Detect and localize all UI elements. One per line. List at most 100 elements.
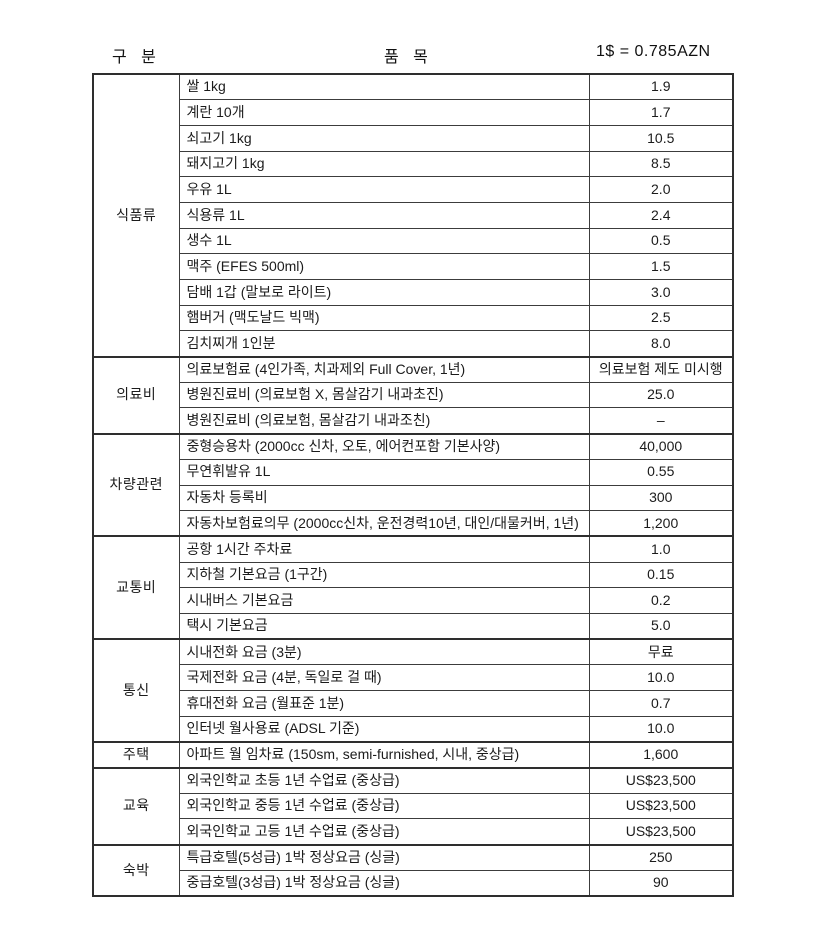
table-row: 외국인학교 중등 1년 수업료 (중상급) US$23,500 [93,792,734,820]
table-row: 계란 10개 1.7 [93,99,734,126]
table-row: 교통비 공항 1시간 주차료 1.0 [92,535,734,640]
table-row: 식품류 쌀 1kg 1.9 [92,73,734,358]
item-cell: 돼지고기 1kg [178,150,590,178]
column-header-item: 품 목 [384,49,433,66]
item-cell: 의료보험료 (4인가족, 치과제외 Full Cover, 1년) [178,355,590,383]
item-cell: 외국인학교 중등 1년 수업료 (중상급) [178,792,590,820]
item-cell: 외국인학교 고등 1년 수업료 (중상급) [178,818,590,846]
table-row: 인터넷 월사용료 (ADSL 기준) 10.0 [93,715,734,743]
category-cell: 숙박 [92,843,180,897]
price-cell: US$23,500 [588,818,734,846]
price-cell: US$23,500 [588,792,734,820]
item-cell: 국제전화 요금 (4분, 독일로 걸 때) [178,664,590,691]
category-cell: 차량관련 [92,432,180,537]
price-cell: 1,200 [588,510,734,537]
item-cell: 특급호텔(5성급) 1박 정상요금 (싱글) [178,843,590,871]
price-cell: 300 [588,484,734,512]
price-cell: 3.0 [588,279,734,306]
price-cell: 8.0 [588,330,734,358]
item-cell: 자동차보험료의무 (2000cc신차, 운전경력10년, 대인/대물커버, 1년… [178,510,590,537]
item-cell: 계란 10개 [178,99,590,126]
table-row: 휴대전화 요금 (월표준 1분) 0.7 [93,690,734,717]
item-cell: 인터넷 월사용료 (ADSL 기준) [178,715,590,743]
price-cell: 40,000 [588,432,734,460]
table-row: 주택 아파트 월 임차료 (150sm, semi-furnished, 시내, … [92,740,734,769]
price-cell: 10.0 [588,715,734,743]
price-cell: 2.0 [588,176,734,203]
item-cell: 아파트 월 임차료 (150sm, semi-furnished, 시내, 중상… [178,740,590,769]
category-cell: 의료비 [92,355,180,435]
price-cell: 10.0 [588,664,734,691]
item-cell: 시내전화 요금 (3분) [178,638,590,666]
item-cell: 담배 1갑 (말보로 라이트) [178,279,590,306]
table-row: 차량관련 중형승용차 (2000cc 신차, 오토, 에어컨포함 기본사양) 40,… [92,432,734,537]
table-row: 김치찌개 1인분 8.0 [93,330,734,358]
price-cell: 1,600 [588,740,734,769]
table-row: 병원진료비 (의료보험, 몸살감기 내과조친) – [93,407,734,435]
price-cell: 10.5 [588,124,734,152]
price-cell: 25.0 [588,381,734,409]
price-cell: 250 [588,843,734,871]
item-cell: 햄버거 (맥도날드 빅맥) [178,304,590,332]
item-cell: 외국인학교 초등 1년 수업료 (중상급) [178,766,590,794]
table-row: 지하철 기본요금 (1구간) 0.15 [93,561,734,589]
table-row: 외국인학교 고등 1년 수업료 (중상급) US$23,500 [93,818,734,846]
price-cell: 1.0 [588,535,734,563]
item-cell: 병원진료비 (의료보험, 몸살감기 내과조친) [178,407,590,435]
item-cell: 우유 1L [178,176,590,203]
category-cell: 통신 [92,638,180,743]
price-cell: 1.9 [588,73,734,101]
item-cell: 식용류 1L [178,201,590,229]
table-row: 국제전화 요금 (4분, 독일로 걸 때) 10.0 [93,664,734,691]
item-cell: 지하철 기본요금 (1구간) [178,561,590,589]
price-cell: 무료 [588,638,734,666]
item-cell: 중형승용차 (2000cc 신차, 오토, 에어컨포함 기본사양) [178,432,590,460]
table-row: 자동차 등록비 300 [93,484,734,512]
table-row: 담배 1갑 (말보로 라이트) 3.0 [93,279,734,306]
table-row: 시내버스 기본요금 0.2 [93,587,734,614]
table-row: 돼지고기 1kg 8.5 [93,150,734,178]
price-cell: 2.5 [588,304,734,332]
table-row: 맥주 (EFES 500ml) 1.5 [93,253,734,280]
price-cell: 1.5 [588,253,734,280]
table-row: 의료비 의료보험료 (4인가족, 치과제외 Full Cover, 1년) 의료보험… [92,355,734,435]
table-row: 식용류 1L 2.4 [93,201,734,229]
item-cell: 휴대전화 요금 (월표준 1분) [178,690,590,717]
item-cell: 중급호텔(3성급) 1박 정상요금 (싱글) [178,869,590,897]
price-cell: US$23,500 [588,766,734,794]
price-cell: 0.55 [588,458,734,486]
table-row: 숙박 특급호텔(5성급) 1박 정상요금 (싱글) 250 [92,843,734,897]
table-row: 햄버거 (맥도날드 빅맥) 2.5 [93,304,734,332]
item-cell: 무연휘발유 1L [178,458,590,486]
price-cell: 2.4 [588,201,734,229]
table-row: 중급호텔(3성급) 1박 정상요금 (싱글) 90 [93,869,734,897]
price-cell: 90 [588,869,734,897]
price-cell: 5.0 [588,612,734,640]
item-cell: 병원진료비 (의료보험 X, 몸살감기 내과초진) [178,381,590,409]
item-cell: 맥주 (EFES 500ml) [178,253,590,280]
table-row: 통신 시내전화 요금 (3분) 무료 [92,638,734,743]
category-cell: 식품류 [92,73,180,358]
cost-of-living-table: 식품류 쌀 1kg 1.9 계란 10개 1.7 쇠고기 1kg 10.5 돼지고기 1kg 8… [92,73,734,897]
table-row: 우유 1L 2.0 [93,176,734,203]
column-header-exchange-rate: 1$ = 0.785AZN [596,43,711,60]
table-row: 쇠고기 1kg 10.5 [93,124,734,152]
item-cell: 김치찌개 1인분 [178,330,590,358]
price-cell: 0.7 [588,690,734,717]
column-header-category: 구 분 [112,49,161,66]
item-cell: 자동차 등록비 [178,484,590,512]
table-row: 생수 1L 0.5 [93,227,734,255]
category-cell: 교육 [92,766,180,846]
price-cell: 8.5 [588,150,734,178]
item-cell: 공항 1시간 주차료 [178,535,590,563]
item-cell: 생수 1L [178,227,590,255]
table-row: 병원진료비 (의료보험 X, 몸살감기 내과초진) 25.0 [93,381,734,409]
item-cell: 시내버스 기본요금 [178,587,590,614]
item-cell: 택시 기본요금 [178,612,590,640]
item-cell: 쌀 1kg [178,73,590,101]
price-cell: – [588,407,734,435]
table-row: 자동차보험료의무 (2000cc신차, 운전경력10년, 대인/대물커버, 1년… [93,510,734,537]
table-row: 무연휘발유 1L 0.55 [93,458,734,486]
table-row: 택시 기본요금 5.0 [93,612,734,640]
